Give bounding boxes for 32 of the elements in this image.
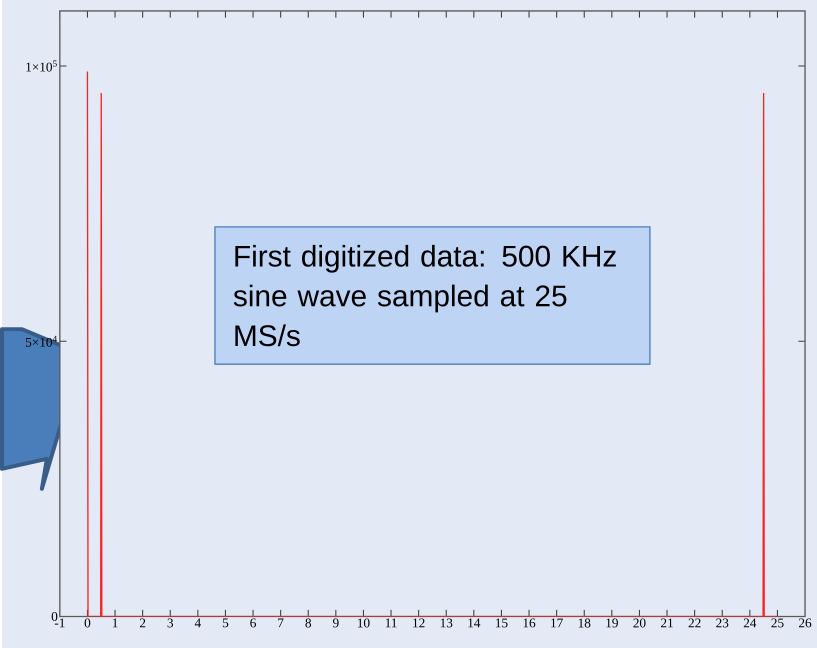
annotation: First digitized data: 500 KHz sine wave sampled at 25 MS/s — [234, 244, 616, 346]
y-tick-label: 5×10$^{4}$ — [26, 336, 58, 347]
x-tick-label: 9 — [332, 618, 339, 628]
x-tick-label: 17 — [551, 618, 563, 628]
x-tick-label: -1 — [54, 618, 65, 628]
x-tick-label: 1 — [112, 618, 118, 628]
x-tick-label: 2 — [140, 618, 146, 628]
x-tick-label: 16 — [524, 618, 536, 628]
x-tick-label: 15 — [496, 618, 508, 628]
x-tick-label: 0 — [84, 618, 90, 628]
x-tick-label: 19 — [606, 618, 618, 628]
x-tick-label: 18 — [578, 618, 590, 628]
x-tick-label: 13 — [440, 618, 452, 628]
x-tick-label: 21 — [661, 618, 673, 628]
y-tick-label: 0 — [52, 612, 58, 621]
x-tick-label: 10 — [358, 618, 370, 628]
x-tick-label: 23 — [716, 618, 728, 628]
x-tick-label: 6 — [250, 618, 256, 628]
x-tick-label: 3 — [168, 618, 174, 628]
x-tick-label: 4 — [194, 618, 201, 628]
x-tick-label: 22 — [688, 618, 701, 628]
x-tick-label: 7 — [278, 618, 284, 627]
x-tick-label: 26 — [798, 618, 812, 628]
x-tick-label: 5 — [222, 618, 228, 628]
x-tick-label: 8 — [305, 618, 312, 628]
x-tick-label: 11 — [386, 618, 397, 628]
x-tick-label: 25 — [771, 618, 784, 628]
x-tick-label: 12 — [413, 618, 425, 628]
x-tick-label: 20 — [633, 618, 646, 628]
y-tick-label: 1×10$^{5}$ — [26, 60, 57, 72]
x-tick-label: 24 — [744, 618, 756, 628]
x-tick-label: 14 — [468, 618, 480, 628]
